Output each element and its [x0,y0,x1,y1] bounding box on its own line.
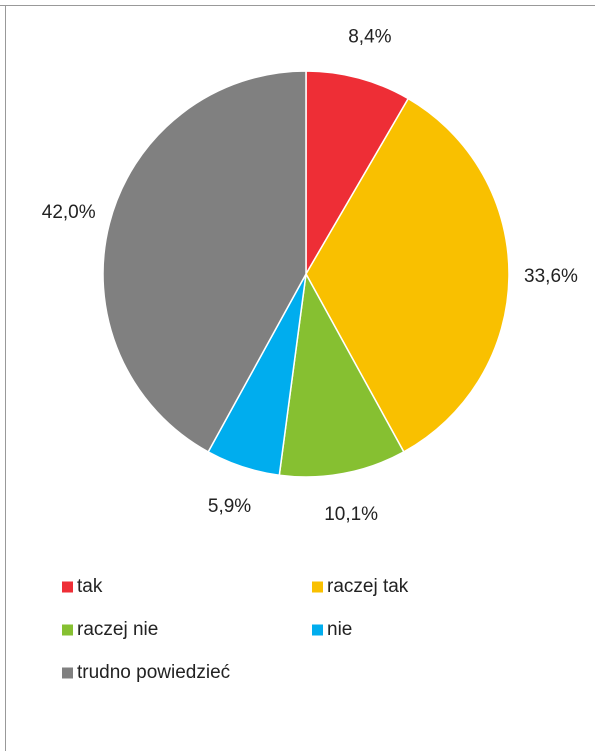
data-label: 5,9% [208,496,251,517]
pie-slice [278,271,405,478]
data-label: 10,1% [324,504,378,525]
data-label: 8,4% [348,26,391,47]
legend-swatch [312,581,323,593]
legend-label: trudno powiedzieć [77,662,230,683]
legend-label: nie [327,619,352,640]
pie-slice [305,70,410,277]
data-label: 33,6% [524,266,578,287]
pie-slice [102,70,307,453]
legend-label: tak [77,576,103,597]
legend-swatch [62,667,73,679]
legend-swatch [62,624,73,636]
legend-swatch [312,624,323,636]
legend-label: raczej tak [327,576,409,597]
legend-label: raczej nie [77,619,158,640]
pie-slice [305,97,510,453]
legend-swatch [62,581,73,593]
data-label: 42,0% [42,202,96,223]
